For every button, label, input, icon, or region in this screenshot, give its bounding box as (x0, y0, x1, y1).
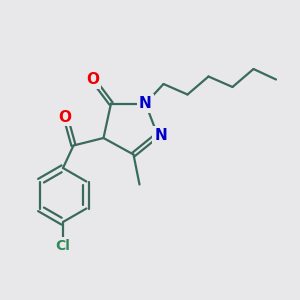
Text: O: O (86, 72, 100, 87)
Text: N: N (139, 96, 152, 111)
Text: N: N (154, 128, 167, 142)
Text: O: O (58, 110, 71, 124)
Text: Cl: Cl (56, 239, 70, 253)
